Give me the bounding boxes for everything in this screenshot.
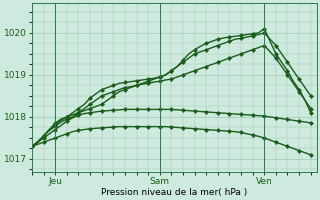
X-axis label: Pression niveau de la mer( hPa ): Pression niveau de la mer( hPa ): [101, 188, 247, 197]
